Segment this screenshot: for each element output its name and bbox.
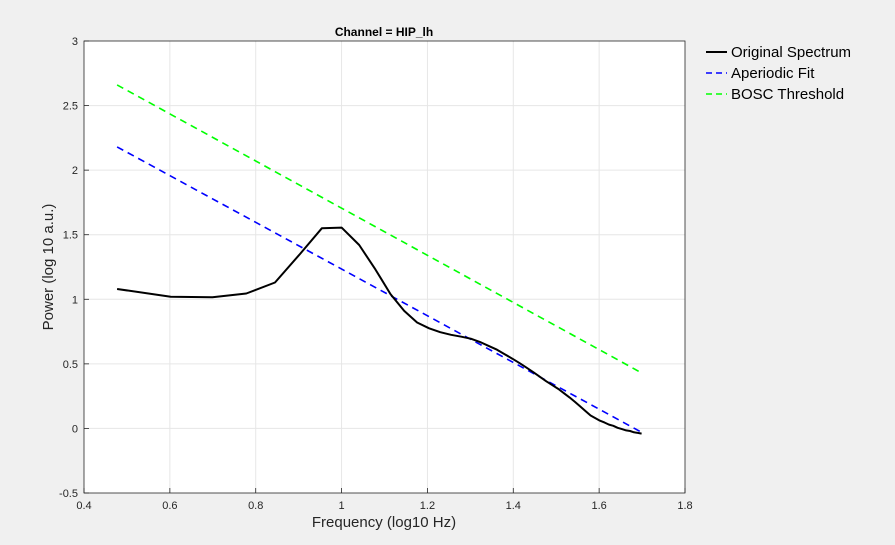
x-tick-label: 0.4: [76, 500, 91, 512]
x-tick-label: 0.8: [248, 500, 263, 512]
grid: [84, 41, 685, 493]
tick-labels: 0.4 0.6 0.8 1 1.2 1.4 1.6 1.8 -0.5 0 0.5 1 1.5 2 2.5 3: [59, 36, 693, 512]
y-tick-label: 0.5: [63, 359, 78, 371]
x-tick-label: 1: [339, 500, 345, 512]
series-line-original-spectrum: [116, 226, 642, 435]
y-tick-label: 1: [72, 294, 78, 306]
x-tick-label: 1.6: [591, 500, 606, 512]
ticks: [83, 40, 686, 494]
legend-label-bosc-threshold: BOSC Threshold: [731, 86, 844, 103]
y-tick-label: 0: [72, 423, 78, 435]
series-line-aperiodic-fit: [116, 146, 642, 434]
y-tick-label: 1.5: [63, 230, 78, 242]
legend-label-aperiodic-fit: Aperiodic Fit: [731, 65, 815, 82]
x-tick-label: 0.6: [162, 500, 177, 512]
plot-area: [84, 41, 685, 493]
x-axis-label: Frequency (log10 Hz): [312, 514, 456, 531]
y-tick-label: 2: [72, 165, 78, 177]
x-tick-label: 1.2: [420, 500, 435, 512]
chart-title: Channel = HIP_lh: [335, 25, 433, 39]
x-tick-label: 1.8: [677, 500, 692, 512]
legend: Original Spectrum Aperiodic Fit BOSC Thres…: [706, 44, 851, 103]
y-tick-label: 3: [72, 36, 78, 48]
series-line-bosc-threshold: [116, 84, 642, 374]
series-layer: [116, 84, 642, 435]
y-axis-label: Power (log 10 a.u.): [40, 204, 57, 331]
x-tick-label: 1.4: [506, 500, 521, 512]
y-tick-label: 2.5: [63, 101, 78, 113]
y-tick-label: -0.5: [59, 488, 78, 500]
legend-label-original-spectrum: Original Spectrum: [731, 44, 851, 61]
axes-box: [83, 40, 686, 494]
